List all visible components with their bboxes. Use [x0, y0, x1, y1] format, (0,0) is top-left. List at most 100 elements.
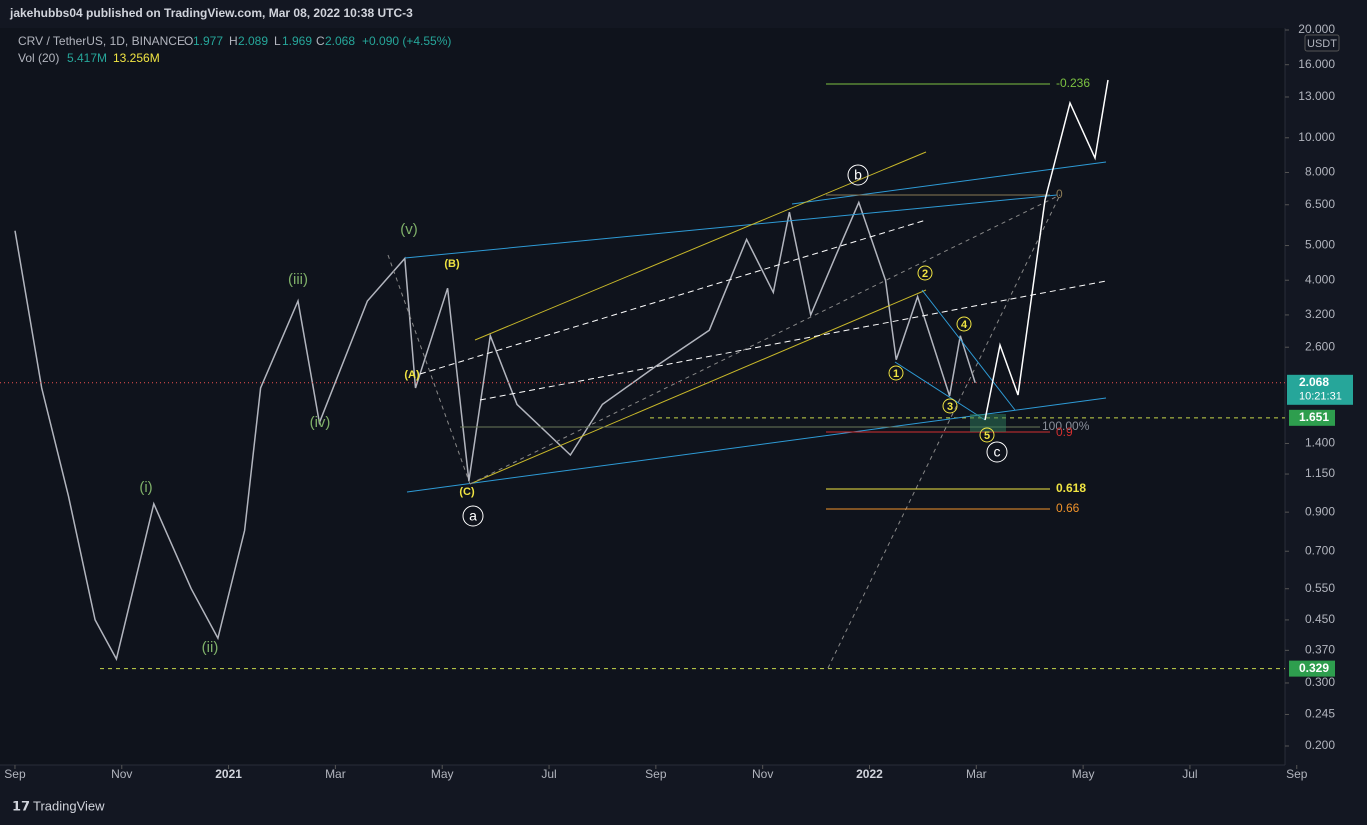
- x-tick-label: Mar: [966, 767, 987, 781]
- volume: 5.417M: [67, 51, 107, 65]
- price-badge-label: 2.068: [1299, 375, 1329, 389]
- x-tick-label: May: [1072, 767, 1095, 781]
- ohlc-label: H: [229, 34, 238, 48]
- countdown: 10:21:31: [1299, 391, 1342, 403]
- y-tick-label: 0.200: [1305, 738, 1335, 752]
- y-tick-label: 4.000: [1305, 272, 1335, 286]
- circle-marker: [917, 265, 933, 281]
- circle-marker: [888, 365, 904, 381]
- y-tick-label: 3.200: [1305, 307, 1335, 321]
- x-tick-label: Nov: [752, 767, 773, 781]
- x-tick-label: Sep: [645, 767, 667, 781]
- fib-label: -0.236: [1056, 76, 1090, 90]
- y-tick-label: 0.450: [1305, 612, 1335, 626]
- wave-label: 5: [984, 430, 990, 442]
- circle-marker: [847, 164, 869, 186]
- y-tick-label: 10.000: [1298, 130, 1335, 144]
- wave-label: (C): [459, 486, 475, 498]
- wave-label: 4: [961, 319, 968, 331]
- circle-marker: [942, 398, 958, 414]
- currency-box[interactable]: [1304, 34, 1340, 52]
- ohlc-value: 2.089: [238, 34, 268, 48]
- projection: [984, 79, 1109, 421]
- y-tick-label: 0.370: [1305, 643, 1335, 657]
- x-tick-label: Mar: [325, 767, 346, 781]
- y-tick-label: 0.550: [1305, 581, 1335, 595]
- y-tick-label: 1.400: [1305, 436, 1335, 450]
- change: +0.090 (+4.55%): [362, 34, 451, 48]
- x-tick-label: Jul: [1182, 767, 1197, 781]
- x-tick-label: May: [431, 767, 454, 781]
- trendline: [404, 194, 1058, 259]
- y-tick-label: 6.500: [1305, 197, 1335, 211]
- fib-label: 0: [1056, 187, 1063, 201]
- wave-label: (ii): [202, 639, 219, 656]
- volume-label: Vol (20): [18, 51, 59, 65]
- volume-ma: 13.256M: [113, 51, 160, 65]
- y-tick-label: 16.000: [1298, 57, 1335, 71]
- target-box: [970, 414, 1006, 432]
- circle-marker: [986, 441, 1008, 463]
- wave-label: (v): [400, 221, 418, 238]
- trendline: [894, 361, 986, 421]
- trendline: [406, 397, 1107, 493]
- wave-label: a: [469, 508, 477, 524]
- y-tick-label: 0.300: [1305, 675, 1335, 689]
- wave-label: 1: [893, 368, 899, 380]
- trendline: [474, 151, 927, 341]
- ohlc-label: O: [184, 34, 193, 48]
- level-badge-label: 1.651: [1299, 410, 1329, 424]
- wave-label: 2: [922, 268, 928, 280]
- circle-marker: [462, 505, 484, 527]
- x-tick-label: Sep: [1286, 767, 1308, 781]
- ohlc-label: C: [316, 34, 325, 48]
- currency[interactable]: USDT: [1307, 38, 1337, 50]
- wave-label: 3: [947, 401, 953, 413]
- ohlc-value: 2.068: [325, 34, 355, 48]
- wave-label: (i): [139, 479, 152, 496]
- wave-label: c: [994, 444, 1001, 460]
- trendline: [479, 280, 1107, 401]
- trendline: [469, 194, 1061, 485]
- level-badge: [1289, 409, 1335, 426]
- wave-label: (iv): [310, 414, 331, 431]
- wave-label: (iii): [288, 271, 308, 288]
- y-tick-label: 2.600: [1305, 339, 1335, 353]
- y-tick-label: 1.150: [1305, 466, 1335, 480]
- ohlc-value: 1.977: [193, 34, 223, 48]
- circle-marker: [956, 316, 972, 332]
- trendline: [469, 289, 927, 485]
- y-tick-label: 20.000: [1298, 22, 1335, 36]
- fib-label: 0.66: [1056, 501, 1080, 515]
- y-tick-label: 13.000: [1298, 89, 1335, 103]
- publisher: jakehubbs04 published on TradingView.com…: [9, 6, 413, 20]
- x-tick-label: Sep: [4, 767, 26, 781]
- footer-brand: TradingView: [33, 798, 105, 813]
- y-tick-label: 0.245: [1305, 707, 1335, 721]
- fib-label: 0.618: [1056, 481, 1086, 495]
- wave-label: (B): [444, 258, 460, 270]
- fib-label: 0.9: [1056, 425, 1073, 439]
- trendline: [387, 254, 471, 485]
- y-tick-label: 0.700: [1305, 543, 1335, 557]
- y-tick-label: 0.900: [1305, 504, 1335, 518]
- x-tick-label: 2022: [856, 767, 883, 781]
- footer-bar: [0, 790, 1367, 825]
- plot-area: [0, 28, 1285, 765]
- y-tick-label: 5.000: [1305, 238, 1335, 252]
- trendline: [419, 219, 927, 375]
- x-tick-label: Nov: [111, 767, 132, 781]
- level-badge: [1289, 660, 1335, 677]
- symbol: CRV / TetherUS, 1D, BINANCE: [18, 34, 185, 48]
- price-badge: [1287, 374, 1353, 405]
- wave-label: b: [854, 167, 862, 183]
- ohlc-label: L: [274, 34, 281, 48]
- drawings: [387, 79, 1109, 669]
- x-tick-label: 2021: [215, 767, 242, 781]
- y-tick-label: 8.000: [1305, 165, 1335, 179]
- ohlc-value: 1.969: [282, 34, 312, 48]
- wave-label: (A): [404, 369, 420, 381]
- level-badge-label: 0.329: [1299, 661, 1329, 675]
- price-line: [14, 200, 976, 662]
